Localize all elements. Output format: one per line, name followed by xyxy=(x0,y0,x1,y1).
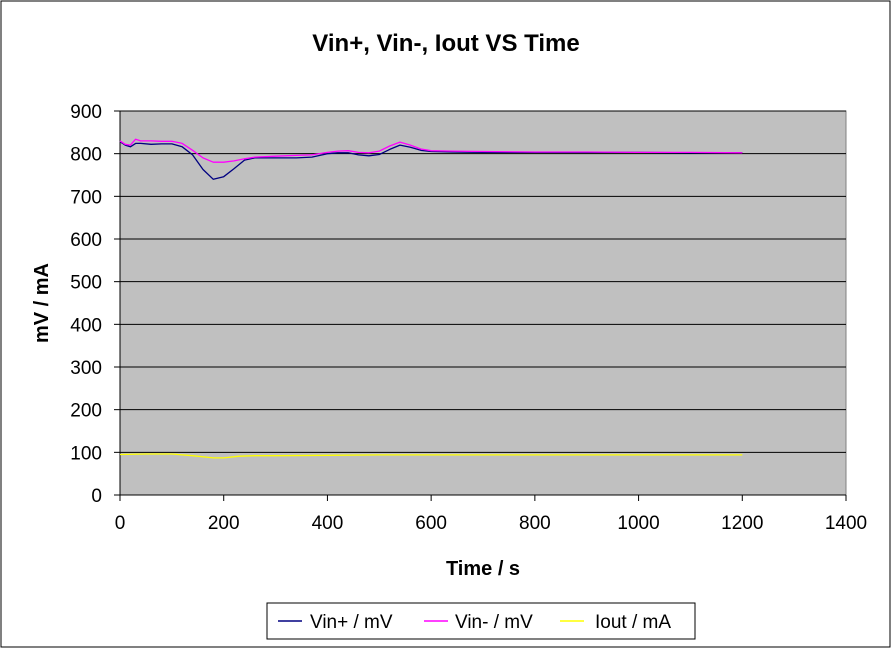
y-tick-label: 300 xyxy=(70,358,102,379)
axes: 0 100 200 300 400 500 600 700 800 900 0 200 400 600 80… xyxy=(70,102,867,534)
y-tick-label: 900 xyxy=(70,102,102,123)
series-line-iout xyxy=(119,453,743,459)
x-tick-label: 800 xyxy=(519,513,551,534)
plot-area xyxy=(119,110,847,496)
x-tick-label: 1400 xyxy=(825,513,867,534)
series-line-vin-minus xyxy=(119,138,743,163)
legend: Vin+ / mV Vin- / mV Iout / mA xyxy=(266,602,696,640)
chart-title: Vin+, Vin-, Iout VS Time xyxy=(312,30,579,57)
x-tick-label: 400 xyxy=(312,513,344,534)
legend-label-vin-minus: Vin- / mV xyxy=(455,612,533,633)
y-tick-label: 400 xyxy=(70,315,102,336)
x-tick-label: 1200 xyxy=(721,513,763,534)
series-line-vin-plus xyxy=(119,141,743,180)
y-tick-label: 100 xyxy=(70,443,102,464)
data-series xyxy=(119,138,743,459)
x-tick-label: 600 xyxy=(415,513,447,534)
y-axis-label: mV / mA xyxy=(31,263,53,343)
x-tick-label: 0 xyxy=(115,513,126,534)
x-tick-label: 200 xyxy=(208,513,240,534)
y-tick-label: 500 xyxy=(70,273,102,294)
y-tick-label: 800 xyxy=(70,145,102,166)
legend-box xyxy=(266,602,696,640)
x-axis-label: Time / s xyxy=(446,558,520,580)
legend-label-iout: Iout / mA xyxy=(595,612,671,633)
legend-label-vin-plus: Vin+ / mV xyxy=(310,612,393,633)
x-tick-label: 1000 xyxy=(617,513,659,534)
y-tick-label: 0 xyxy=(91,486,102,507)
y-tick-label: 700 xyxy=(70,187,102,208)
y-tick-label: 600 xyxy=(70,230,102,251)
y-tick-label: 200 xyxy=(70,401,102,422)
